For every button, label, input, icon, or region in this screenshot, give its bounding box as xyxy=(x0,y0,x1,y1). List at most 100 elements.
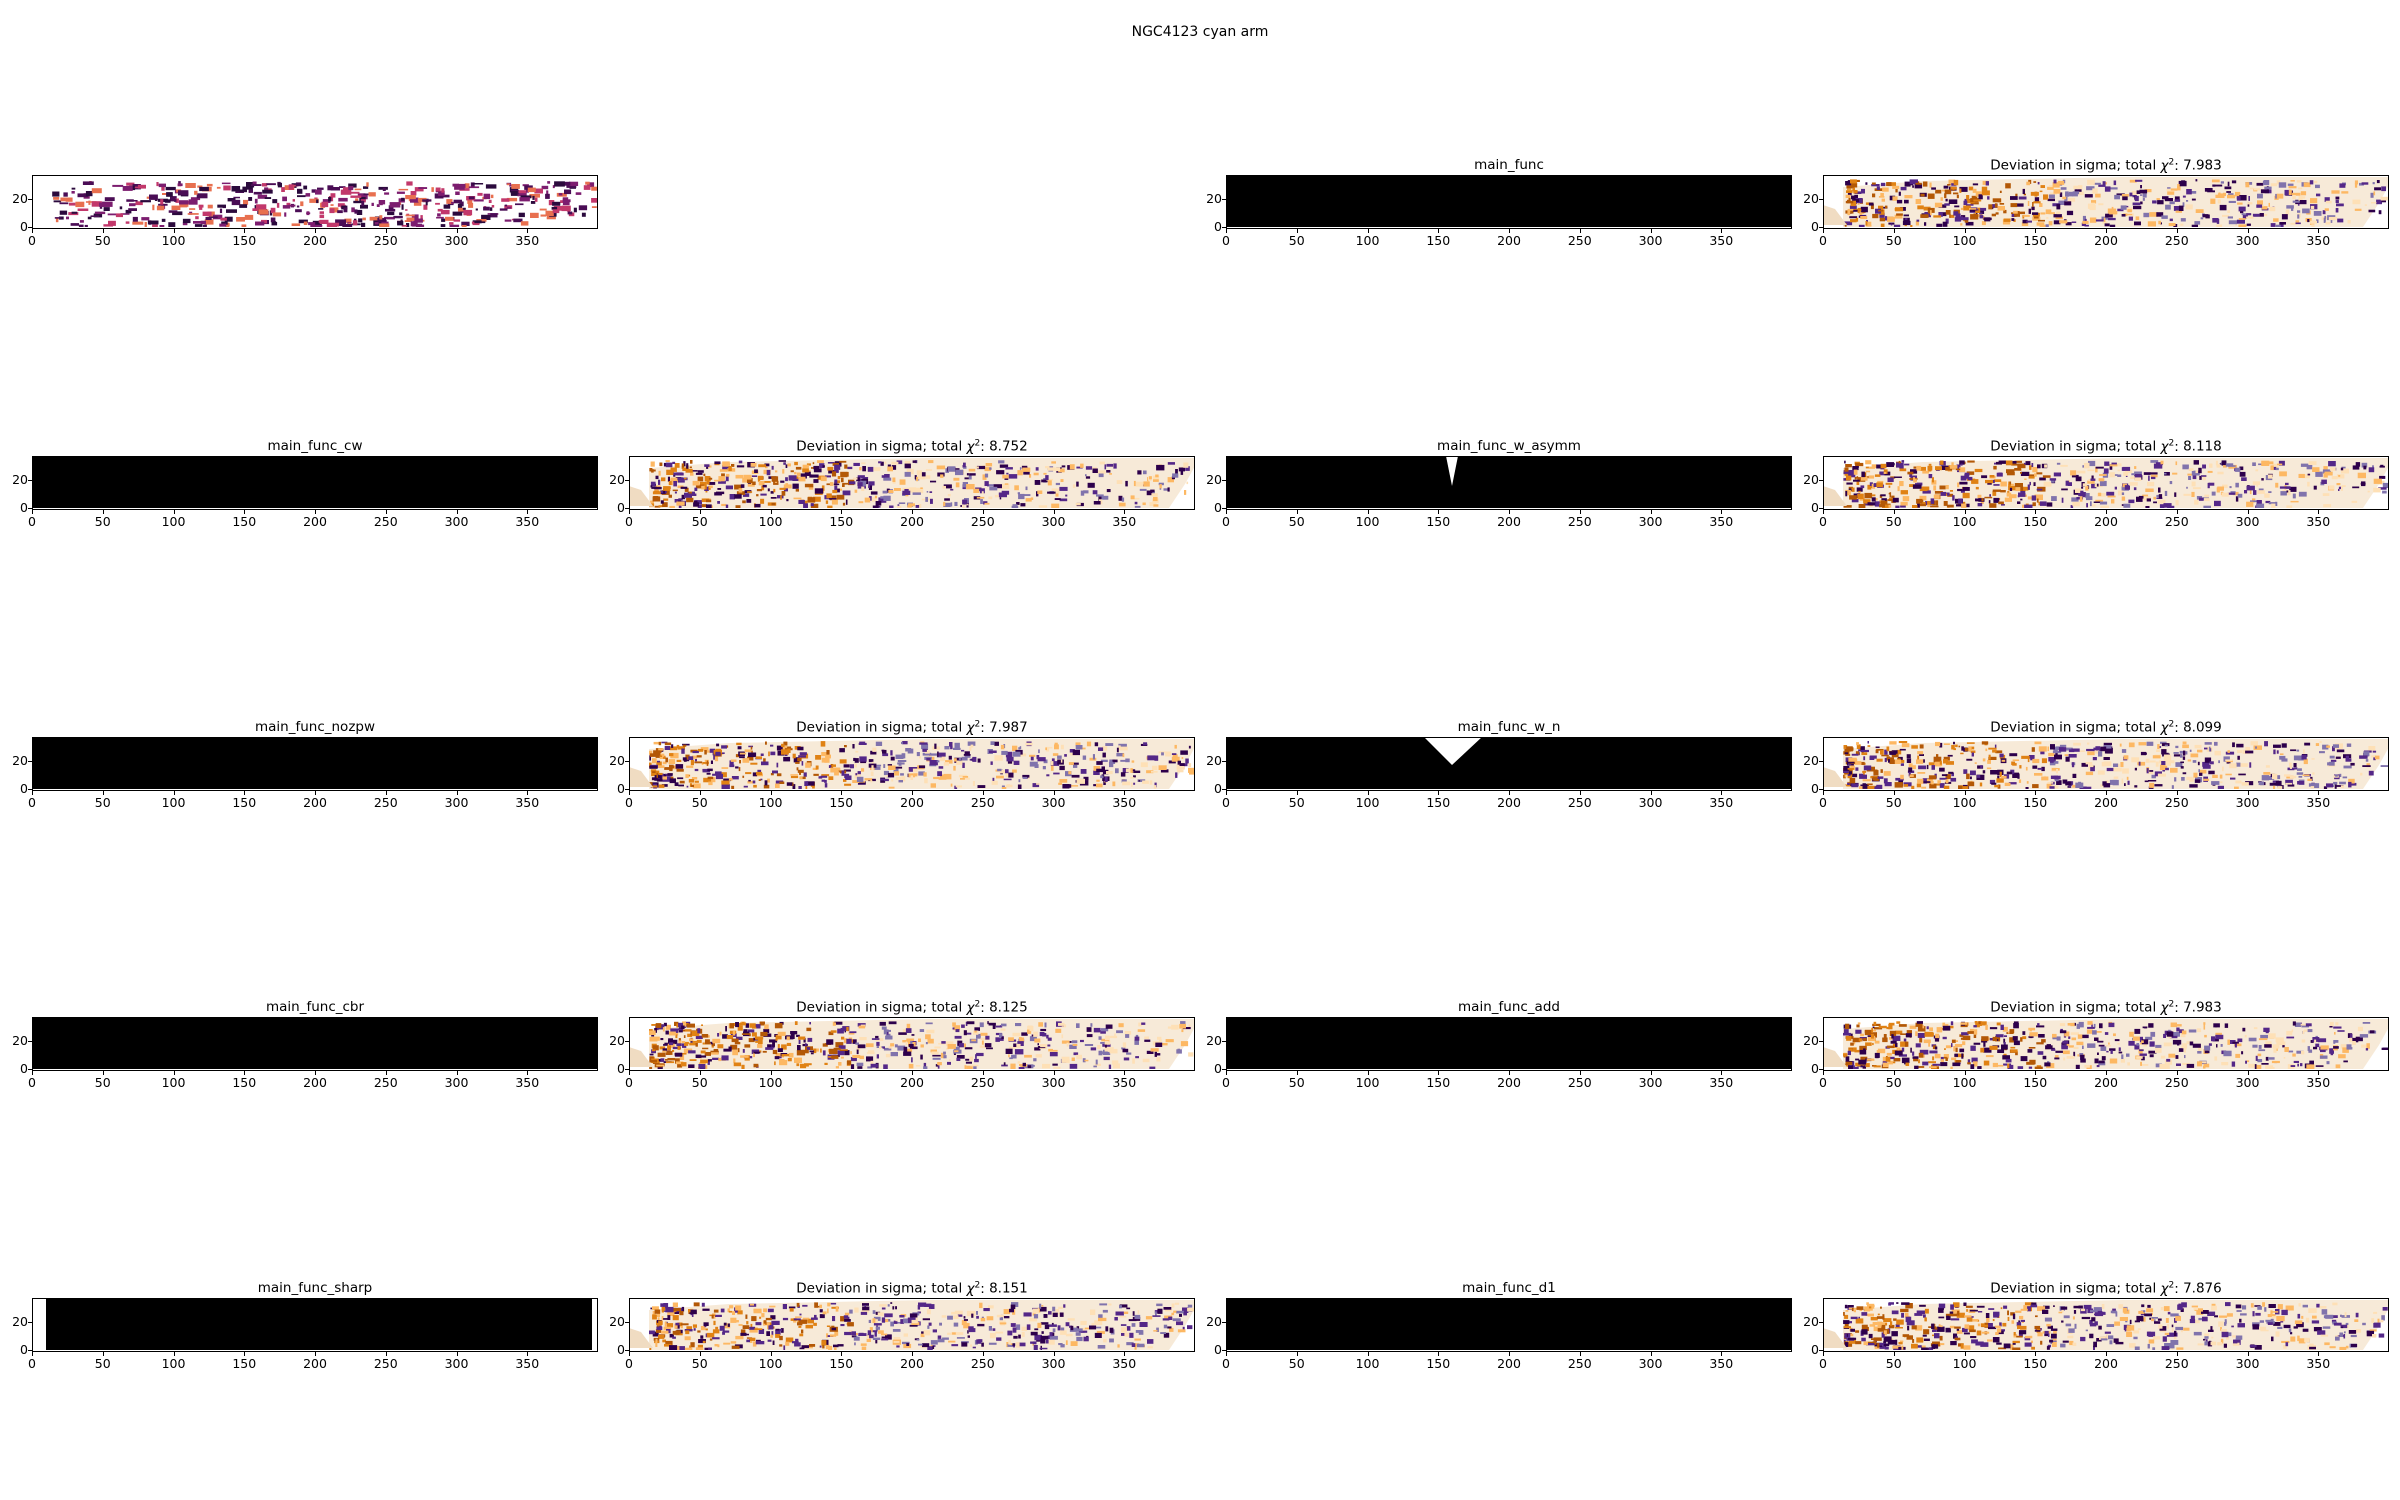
panel-title-prefix: Deviation in sigma; total xyxy=(796,999,967,1016)
y-tick-mark xyxy=(28,508,32,509)
x-tick-label: 200 xyxy=(303,1356,327,1371)
x-tick-mark xyxy=(770,1352,772,1356)
x-tick-mark xyxy=(1438,1071,1440,1075)
x-tick-label: 50 xyxy=(94,233,111,248)
model-surface xyxy=(1226,1298,1556,1350)
x-tick-mark xyxy=(173,791,175,795)
y-tick-label: 20 xyxy=(1803,1032,1819,1048)
y-tick-label: 20 xyxy=(1206,190,1222,206)
chi-squared-value: 8.118 xyxy=(2183,438,2222,455)
y-tick-mark xyxy=(625,508,629,509)
x-tick-mark xyxy=(1124,1352,1126,1356)
x-tick-mark xyxy=(32,1352,33,1356)
residual-pixels xyxy=(649,1302,1195,1350)
x-tick-mark xyxy=(456,510,458,514)
x-tick-mark xyxy=(1509,229,1510,233)
x-tick-label: 100 xyxy=(161,514,186,529)
secondary-lobe xyxy=(1506,1310,1786,1350)
x-tick-label: 100 xyxy=(161,1075,186,1090)
x-tick-mark xyxy=(1296,791,1298,795)
x-tick-label: 300 xyxy=(1041,795,1066,810)
y-tick-mark xyxy=(1222,508,1226,509)
x-tick-label: 150 xyxy=(1426,233,1451,248)
x-tick-mark xyxy=(699,1352,701,1356)
x-tick-mark xyxy=(1053,1352,1055,1356)
x-tick-mark xyxy=(629,1352,630,1356)
heatmap-image xyxy=(1823,1298,2389,1350)
x-tick-mark xyxy=(2318,510,2320,514)
heatmap-image xyxy=(32,737,598,789)
x-tick-label: 150 xyxy=(829,1075,854,1090)
x-tick-label: 250 xyxy=(1567,233,1592,248)
x-tick-mark xyxy=(1296,510,1298,514)
x-tick-mark xyxy=(102,229,104,233)
x-tick-mark xyxy=(527,510,529,514)
x-tick-label: 300 xyxy=(1041,514,1066,529)
heatmap-image xyxy=(1226,1017,1792,1069)
heatmap-image xyxy=(32,1298,598,1350)
residual-pixels xyxy=(1843,179,2388,227)
axes-frame xyxy=(32,1017,598,1071)
x-tick-label: 50 xyxy=(94,795,111,810)
residual-pixels xyxy=(1843,460,2389,508)
x-tick-mark xyxy=(244,1071,246,1075)
panel-title: main_func_cw xyxy=(267,438,363,454)
x-tick-label: 100 xyxy=(1952,514,1977,529)
y-tick-label: 0 xyxy=(617,500,625,515)
x-tick-label: 350 xyxy=(515,795,540,810)
x-tick-label: 250 xyxy=(1567,514,1592,529)
x-tick-label: 300 xyxy=(1638,233,1663,248)
panel-residual: Deviation in sigma; total χ2: 7.987 0 50 10… xyxy=(609,719,1195,817)
x-tick-label: 200 xyxy=(1497,514,1521,529)
blank-strip xyxy=(32,1298,46,1350)
residual-pixels xyxy=(1843,1021,2389,1069)
x-tick-mark xyxy=(1650,510,1652,514)
y-tick-label: 20 xyxy=(12,1032,28,1048)
y-tick-label: 0 xyxy=(617,781,625,796)
y-tick-mark xyxy=(1819,789,1823,790)
x-tick-mark xyxy=(315,1071,316,1075)
y-tick-label: 20 xyxy=(1803,1313,1819,1329)
y-tick-mark xyxy=(625,1069,629,1070)
x-tick-label: 50 xyxy=(1288,233,1305,248)
x-tick-label: 150 xyxy=(2023,1356,2048,1371)
x-tick-label: 100 xyxy=(1952,1356,1977,1371)
x-tick-label: 250 xyxy=(1567,1356,1592,1371)
x-tick-label: 250 xyxy=(373,514,398,529)
chi-squared-value: 7.987 xyxy=(989,719,1028,736)
x-tick-label: 300 xyxy=(1638,795,1663,810)
model-surface xyxy=(32,456,437,508)
panel-residual: Deviation in sigma; total χ2: 8.752 0 50 10… xyxy=(609,438,1195,536)
y-tick-label: 0 xyxy=(20,1061,28,1076)
x-tick-mark xyxy=(770,1071,772,1075)
y-tick-mark xyxy=(28,760,32,762)
residual-fragment xyxy=(629,1047,653,1067)
x-tick-label: 300 xyxy=(1638,1075,1663,1090)
x-tick-label: 150 xyxy=(829,1356,854,1371)
axes-frame xyxy=(629,737,1195,791)
x-tick-mark xyxy=(2247,791,2249,795)
axes-frame xyxy=(1226,456,1792,510)
chi-squared-value: 7.876 xyxy=(2183,1280,2222,1297)
x-tick-label: 150 xyxy=(232,233,257,248)
y-tick-mark xyxy=(1819,1321,1823,1323)
x-tick-mark xyxy=(1893,1352,1895,1356)
x-tick-mark xyxy=(2318,1071,2320,1075)
y-tick-label: 20 xyxy=(609,1313,625,1329)
axes-frame xyxy=(1823,1298,2389,1352)
x-tick-label: 300 xyxy=(444,514,469,529)
x-tick-mark xyxy=(1438,1352,1440,1356)
x-tick-label: 350 xyxy=(1709,233,1734,248)
x-tick-label: 250 xyxy=(2164,1356,2189,1371)
x-tick-mark xyxy=(2106,510,2107,514)
x-tick-label: 100 xyxy=(161,233,186,248)
x-tick-label: 250 xyxy=(373,233,398,248)
x-tick-label: 100 xyxy=(1355,795,1380,810)
x-tick-mark xyxy=(1579,791,1581,795)
x-tick-mark xyxy=(1650,1071,1652,1075)
x-tick-label: 350 xyxy=(2306,514,2331,529)
heatmap-image xyxy=(1823,1017,2389,1069)
panel-data: 0 50 100 150 200 250 300 350 0 20 xyxy=(12,175,598,255)
y-tick-mark xyxy=(1819,1069,1823,1070)
y-tick-mark xyxy=(1222,1040,1226,1042)
